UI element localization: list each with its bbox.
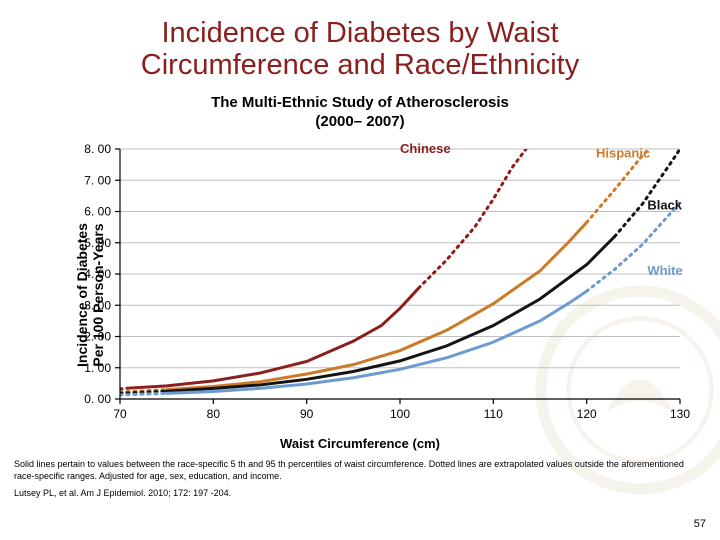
title-line1: Incidence of Diabetes by Waist	[161, 17, 558, 49]
svg-text:110: 110	[484, 407, 503, 421]
y-axis-label: Incidence of Diabetes Per 100 Person-Yea…	[74, 223, 106, 367]
subtitle: The Multi-Ethnic Study of Atherosclerosi…	[0, 94, 720, 132]
page-number: 57	[694, 518, 706, 530]
footnote-text: Solid lines pertain to values between th…	[0, 451, 720, 482]
svg-text:0. 00: 0. 00	[84, 392, 111, 406]
citation-text: Lutsey PL, et al. Am J Epidemiol. 2010; …	[0, 482, 720, 498]
chart-area: Incidence of Diabetes Per 100 Person-Yea…	[0, 139, 720, 451]
svg-text:100: 100	[390, 407, 410, 421]
svg-text:Chinese: Chinese	[400, 141, 451, 156]
svg-text:70: 70	[113, 407, 127, 421]
svg-text:7. 00: 7. 00	[84, 174, 111, 188]
title-line2: Circumference and Race/Ethnicity	[141, 49, 579, 81]
svg-text:Hispanic: Hispanic	[596, 146, 650, 161]
svg-text:Black: Black	[647, 198, 682, 213]
svg-text:130: 130	[670, 407, 690, 421]
subtitle-line1: The Multi-Ethnic Study of Atherosclerosi…	[211, 94, 509, 111]
x-axis-label: Waist Circumference (cm)	[0, 436, 720, 451]
main-title: Incidence of Diabetes by Waist Circumfer…	[0, 0, 720, 82]
svg-text:8. 00: 8. 00	[84, 142, 111, 156]
svg-text:90: 90	[300, 407, 314, 421]
svg-text:80: 80	[207, 407, 221, 421]
svg-text:6. 00: 6. 00	[84, 205, 111, 219]
svg-text:120: 120	[577, 407, 597, 421]
svg-text:White: White	[647, 263, 682, 278]
subtitle-line2: (2000– 2007)	[315, 113, 404, 130]
line-chart: 0. 001. 002. 003. 004. 005. 006. 007. 00…	[0, 139, 720, 429]
